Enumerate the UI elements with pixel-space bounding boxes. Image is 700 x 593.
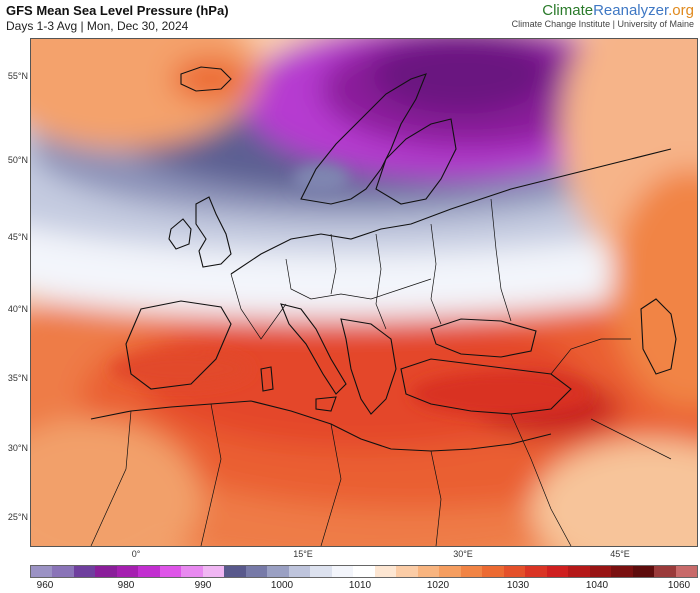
lat-label-50n: 50°N [7, 155, 28, 165]
colorbar-segment [202, 566, 225, 577]
colorbar-label: 990 [194, 580, 212, 591]
colorbar-segment [267, 566, 289, 577]
brand-subtitle: Climate Change Institute | University of… [511, 19, 694, 29]
colorbar-segment [460, 566, 483, 577]
colorbar-segment [417, 566, 440, 577]
coastlines [90, 66, 677, 452]
lon-label-0: 0° [131, 549, 141, 559]
lat-label-45n: 45°N [7, 232, 28, 242]
colorbar-segment [224, 566, 246, 577]
pressure-map [30, 38, 698, 547]
colorbar-segment [181, 566, 203, 577]
brand-name: ClimateReanalyzer.org [512, 2, 694, 19]
brand-name-part2: Reanalyzer [593, 2, 669, 19]
colorbar-segment [396, 566, 418, 577]
colorbar-segment [546, 566, 569, 577]
colorbar-segment [654, 566, 676, 577]
brand-logo[interactable]: ClimateReanalyzer.org Climate Change Ins… [512, 2, 694, 29]
colorbar-segment [632, 566, 655, 577]
colorbar-segment [245, 566, 268, 577]
colorbar-segment [52, 566, 74, 577]
colorbar-segment [95, 566, 117, 577]
colorbar-label: 1020 [426, 580, 450, 591]
colorbar-segment [568, 566, 590, 577]
colorbar-segment [353, 566, 375, 577]
pressure-field [31, 39, 697, 546]
lat-label-30n: 30°N [7, 443, 28, 453]
colorbar-segment [675, 566, 698, 577]
pressure-colorbar [30, 565, 698, 578]
colorbar-label: 960 [36, 580, 54, 591]
colorbar-segment [310, 566, 332, 577]
colorbar-segment [138, 566, 160, 577]
colorbar-segment [73, 566, 96, 577]
colorbar-segment [159, 566, 182, 577]
colorbar-segment [31, 566, 53, 577]
country-borders [90, 198, 672, 546]
colorbar-segment [503, 566, 526, 577]
lon-label-15e: 15°E [293, 549, 313, 559]
lat-label-55n: 55°N [7, 71, 28, 81]
map-title: GFS Mean Sea Level Pressure (hPa) [6, 3, 229, 18]
colorbar-label: 1010 [348, 580, 372, 591]
lat-label-35n: 35°N [7, 373, 28, 383]
colorbar-segment [116, 566, 139, 577]
colorbar-label: 980 [117, 580, 135, 591]
lat-label-40n: 40°N [7, 304, 28, 314]
colorbar-segment [482, 566, 504, 577]
colorbar-label: 1040 [585, 580, 609, 591]
lat-label-25n: 25°N [7, 512, 28, 522]
colorbar-segment [288, 566, 311, 577]
colorbar-label: 1030 [506, 580, 530, 591]
lon-label-45e: 45°E [610, 549, 630, 559]
colorbar-label: 1060 [667, 580, 691, 591]
map-subtitle: Days 1-3 Avg | Mon, Dec 30, 2024 [6, 19, 189, 33]
brand-name-part3: .org [668, 2, 694, 19]
colorbar-segment [589, 566, 612, 577]
colorbar-segment [611, 566, 633, 577]
brand-name-part1: Climate [542, 2, 594, 19]
colorbar-segment [439, 566, 461, 577]
colorbar-segment [374, 566, 397, 577]
colorbar-segment [331, 566, 354, 577]
colorbar-label: 1000 [270, 580, 294, 591]
colorbar-segment [525, 566, 547, 577]
lon-label-30e: 30°E [453, 549, 473, 559]
